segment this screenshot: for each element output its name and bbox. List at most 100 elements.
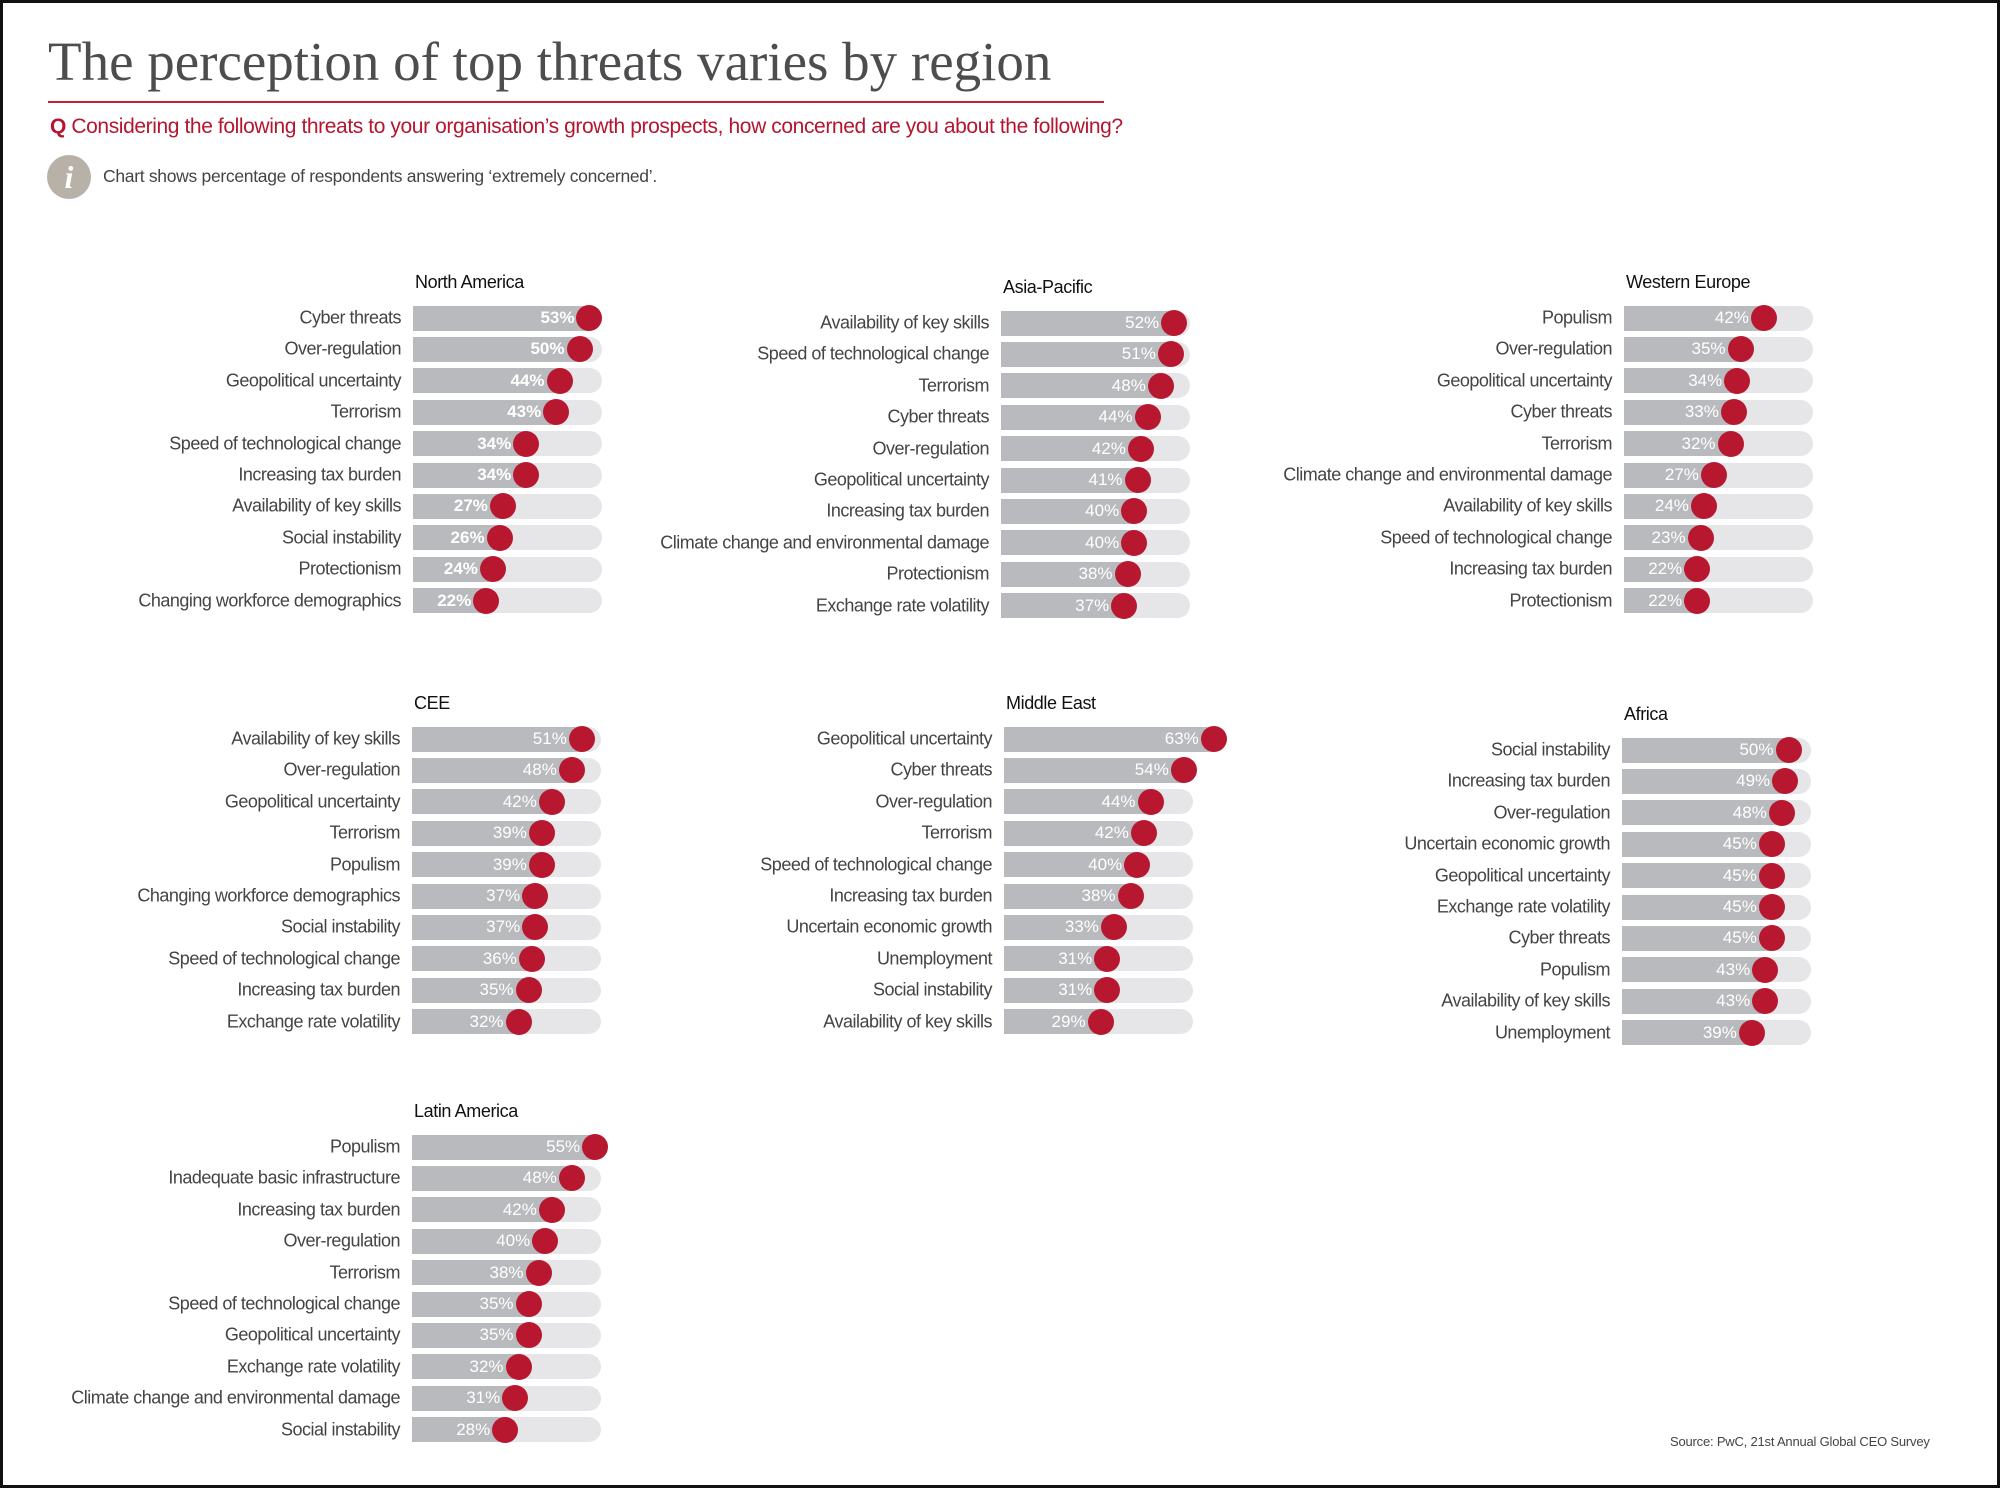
value-dot bbox=[515, 1291, 542, 1317]
value-label: 45% bbox=[1722, 928, 1757, 948]
panel-title: Asia-Pacific bbox=[1003, 277, 1093, 297]
bar-fill bbox=[1004, 852, 1138, 878]
value-label: 50% bbox=[1739, 740, 1774, 759]
value-label: 48% bbox=[522, 1168, 557, 1188]
row-label: Increasing tax burden bbox=[237, 1199, 400, 1220]
bar-fill bbox=[1624, 368, 1738, 394]
bar-fill bbox=[1622, 768, 1786, 794]
bar-fill bbox=[1624, 399, 1734, 425]
value-label: 36% bbox=[482, 948, 517, 968]
row-label: Terrorism bbox=[1541, 433, 1613, 454]
value-label: 49% bbox=[1736, 771, 1771, 791]
value-label: 24% bbox=[1654, 496, 1689, 516]
bar-fill bbox=[413, 462, 527, 488]
value-dot bbox=[1727, 336, 1754, 363]
value-label: 55% bbox=[546, 1137, 581, 1156]
value-dot bbox=[543, 399, 570, 426]
value-label: 32% bbox=[469, 1011, 504, 1031]
bar-fill bbox=[412, 1354, 519, 1380]
value-label: 37% bbox=[486, 917, 521, 937]
row-label: Climate change and environmental damage bbox=[1283, 464, 1612, 485]
bar-fill bbox=[412, 820, 542, 846]
row-label: Availability of key skills bbox=[1443, 495, 1612, 516]
row-label: Cyber threats bbox=[1508, 927, 1610, 948]
value-label: 42% bbox=[502, 1199, 537, 1219]
value-dot bbox=[1111, 592, 1138, 619]
row-label: Availability of key skills bbox=[1441, 990, 1610, 1011]
title-rule bbox=[48, 101, 1104, 103]
row-label: Over-regulation bbox=[875, 791, 992, 812]
row-label: Over-regulation bbox=[283, 1230, 400, 1251]
bar-fill bbox=[413, 525, 500, 551]
row-label: Changing workforce demographics bbox=[138, 590, 401, 611]
bar-fill bbox=[1001, 593, 1125, 619]
value-dot bbox=[522, 883, 549, 909]
row-label: Exchange rate volatility bbox=[226, 1356, 401, 1377]
row-label: Exchange rate volatility bbox=[1436, 896, 1611, 917]
bar-fill bbox=[1624, 493, 1704, 519]
value-dot bbox=[546, 367, 573, 394]
value-label: 35% bbox=[479, 1325, 514, 1345]
bar-fill bbox=[412, 946, 532, 972]
value-dot bbox=[528, 851, 555, 878]
row-label: Exchange rate volatility bbox=[226, 1011, 401, 1032]
value-label: 48% bbox=[1732, 802, 1767, 822]
value-label: 45% bbox=[1722, 897, 1757, 916]
value-dot bbox=[1750, 305, 1777, 331]
value-dot bbox=[479, 556, 506, 583]
bar-fill bbox=[412, 1009, 519, 1035]
panel-title: Western Europe bbox=[1626, 272, 1751, 292]
value-label: 28% bbox=[456, 1419, 491, 1439]
value-dot bbox=[1117, 883, 1144, 909]
value-dot bbox=[1690, 493, 1717, 520]
value-dot bbox=[538, 788, 565, 815]
source-note: Source: PwC, 21st Annual Global CEO Surv… bbox=[1670, 1434, 1930, 1449]
bar-fill bbox=[1004, 883, 1131, 909]
value-label: 26% bbox=[450, 527, 485, 547]
row-label: Speed of technological change bbox=[168, 948, 400, 969]
bar-fill bbox=[1624, 305, 1764, 331]
row-label: Geopolitical uncertainty bbox=[816, 728, 993, 749]
bar-fill bbox=[1001, 467, 1138, 493]
row-label: Increasing tax burden bbox=[237, 979, 400, 1000]
bar-fill bbox=[1622, 800, 1782, 826]
value-label: 38% bbox=[1081, 886, 1116, 905]
value-label: 43% bbox=[507, 402, 542, 422]
row-label: Uncertain economic growth bbox=[786, 916, 992, 937]
value-label: 39% bbox=[1702, 1022, 1737, 1042]
value-dot bbox=[1758, 894, 1785, 920]
row-label: Cyber threats bbox=[890, 759, 992, 780]
bar-fill bbox=[1622, 737, 1789, 763]
row-label: Social instability bbox=[280, 916, 401, 937]
value-label: 42% bbox=[1091, 438, 1126, 458]
row-label: Populism bbox=[1541, 307, 1613, 328]
value-dot bbox=[515, 1322, 542, 1349]
bar-fill bbox=[412, 789, 552, 815]
bar-fill bbox=[412, 1417, 506, 1443]
value-dot bbox=[1775, 737, 1802, 763]
value-dot bbox=[1161, 310, 1188, 336]
row-label: Inadequate basic infrastructure bbox=[168, 1167, 400, 1188]
row-label: Cyber threats bbox=[887, 406, 989, 427]
value-label: 40% bbox=[1088, 854, 1123, 874]
bar-fill bbox=[413, 399, 557, 425]
value-label: 42% bbox=[1714, 308, 1749, 327]
row-label: Terrorism bbox=[329, 1262, 401, 1283]
value-label: 51% bbox=[1121, 344, 1156, 364]
bar-fill bbox=[1001, 373, 1161, 399]
value-label: 48% bbox=[1111, 375, 1146, 395]
value-dot bbox=[1724, 367, 1751, 394]
bar-fill bbox=[412, 1165, 572, 1191]
bar-fill bbox=[1001, 498, 1135, 524]
value-dot bbox=[1170, 757, 1197, 784]
value-dot bbox=[1124, 851, 1151, 878]
value-dot bbox=[1137, 788, 1164, 815]
value-label: 34% bbox=[1688, 370, 1723, 390]
value-label: 35% bbox=[479, 1294, 514, 1313]
row-label: Social instability bbox=[280, 1419, 401, 1440]
value-label: 44% bbox=[1098, 407, 1133, 427]
bar-fill bbox=[1004, 914, 1114, 940]
value-dot bbox=[576, 305, 603, 331]
value-label: 22% bbox=[1648, 559, 1683, 579]
row-label: Cyber threats bbox=[1510, 401, 1612, 422]
